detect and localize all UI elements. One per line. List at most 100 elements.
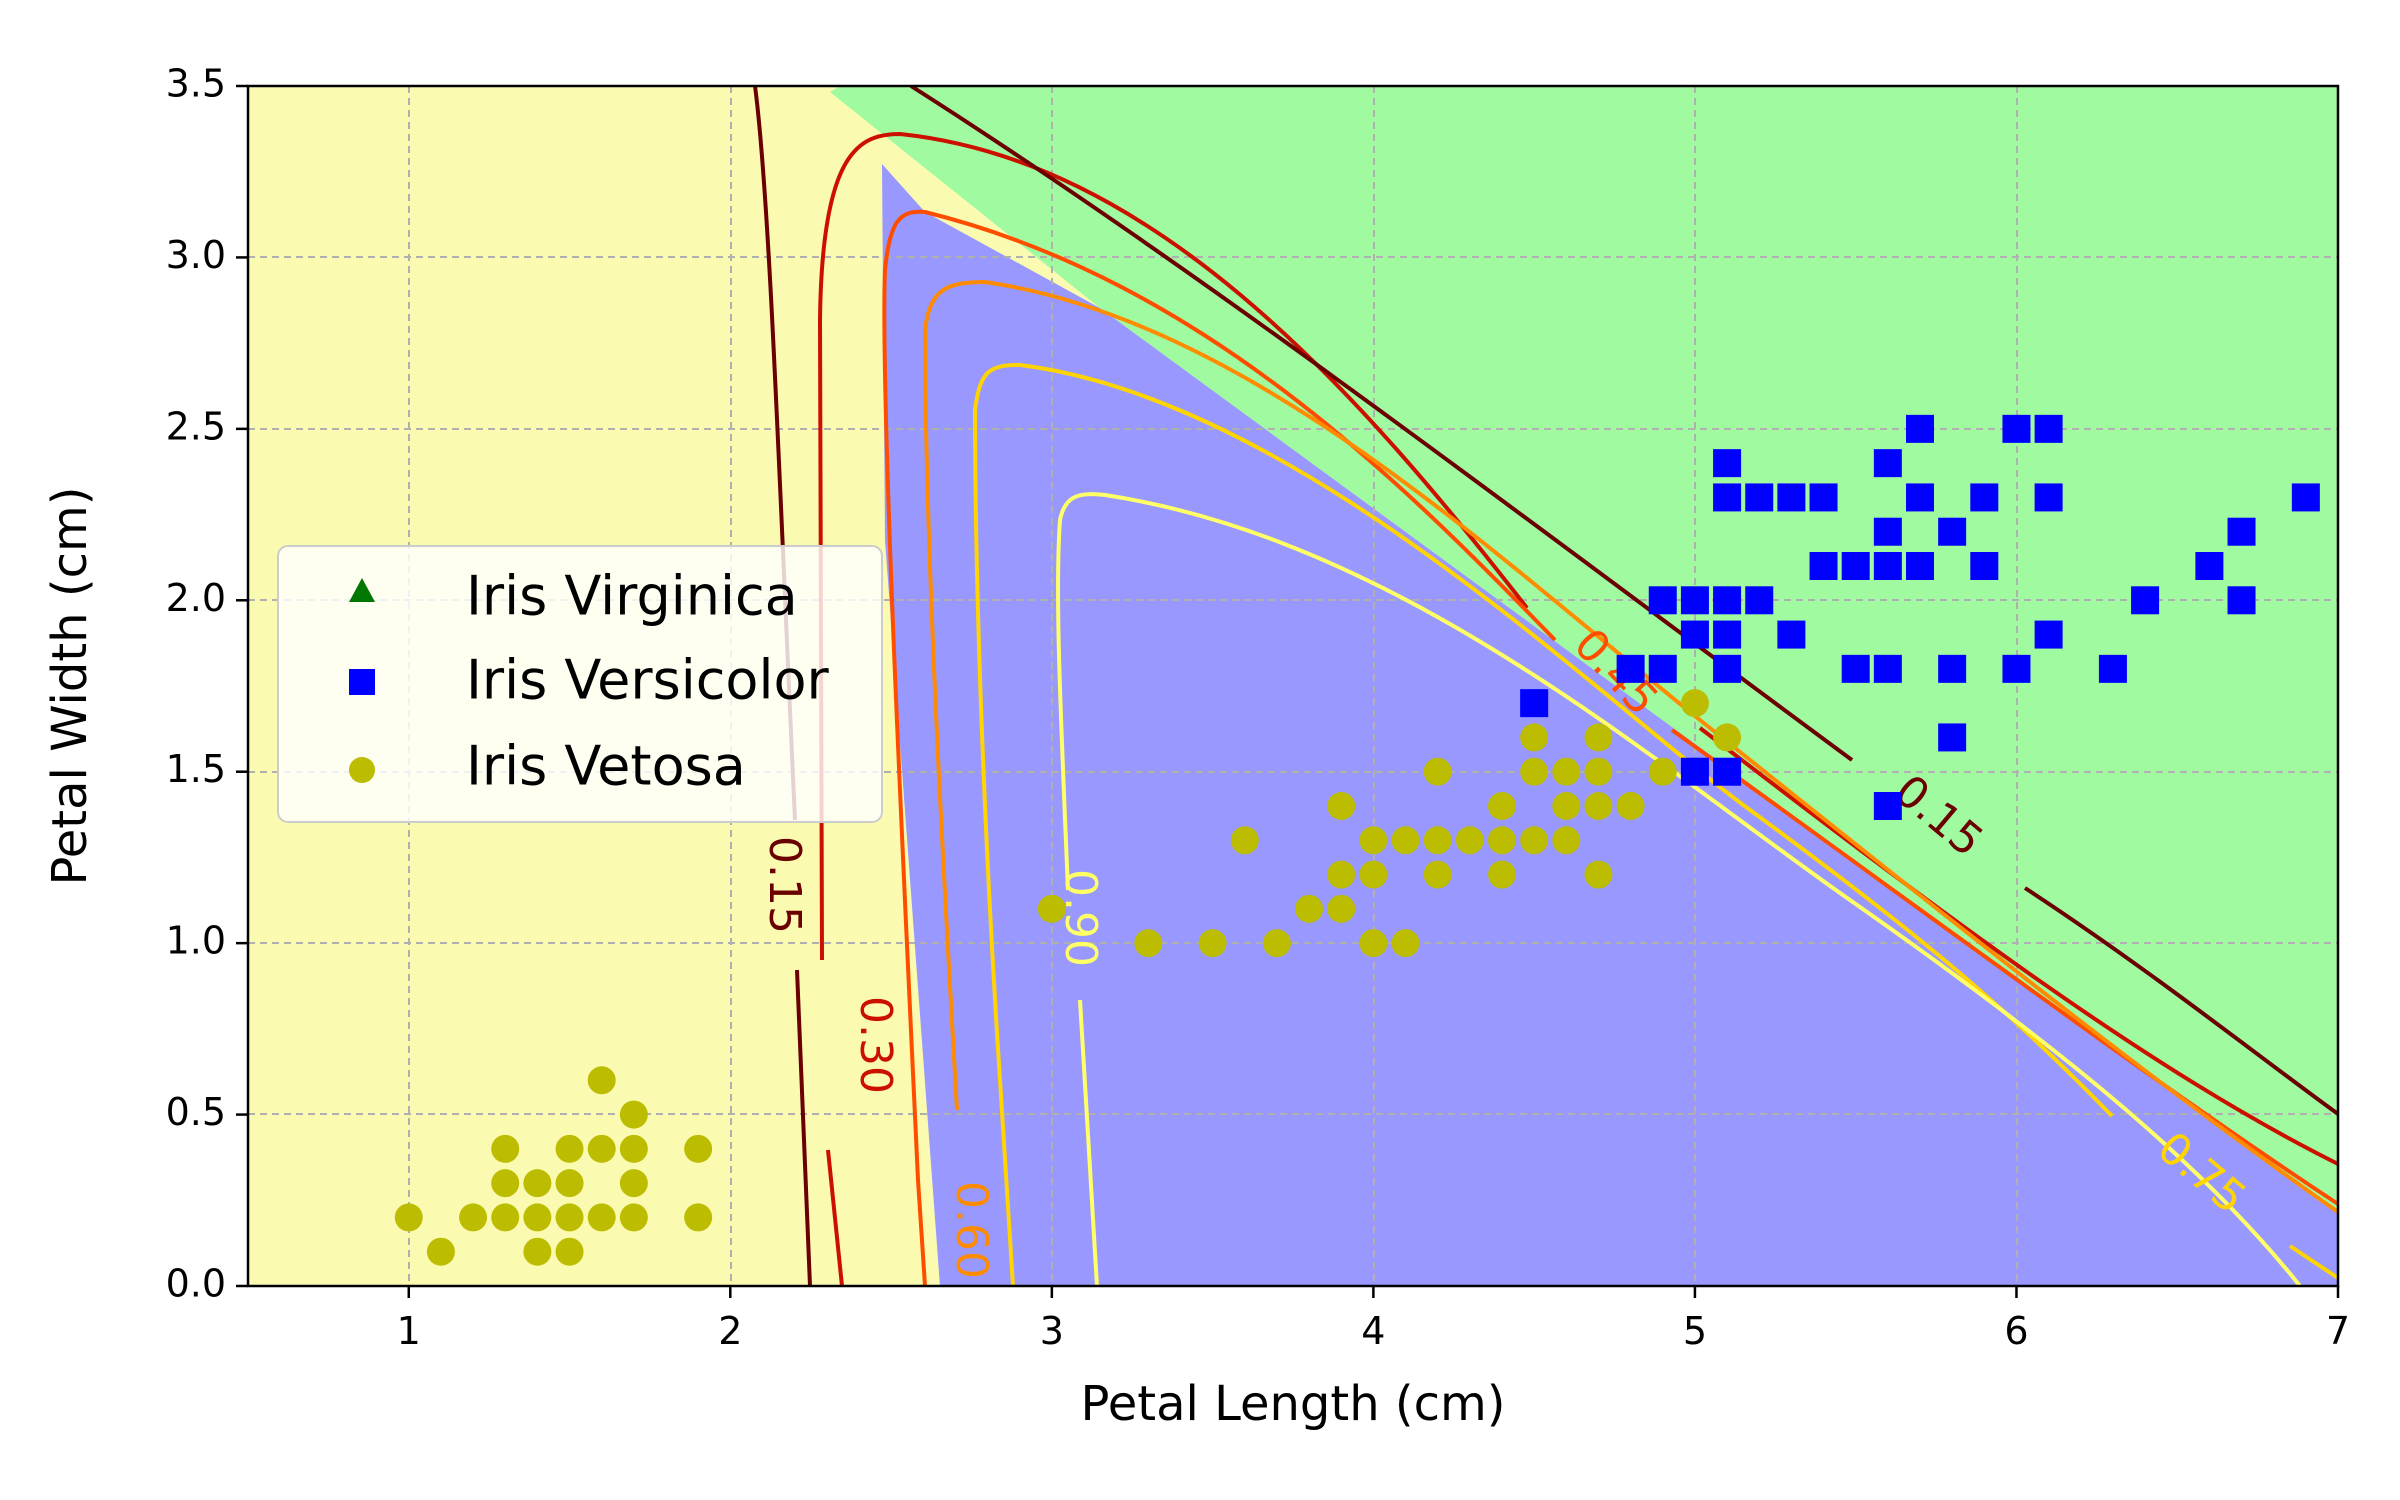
y-tick-label: 2.0 — [166, 576, 226, 620]
contour-label: 0.30 — [850, 996, 901, 1094]
data-point-versicolor — [1520, 689, 1549, 718]
data-point-vetosa — [1713, 723, 1742, 752]
x-tick-label: 6 — [2004, 1309, 2028, 1353]
contour-line-0.30 — [817, 131, 2338, 1286]
data-point-vetosa — [587, 1203, 616, 1232]
data-point-vetosa — [684, 1203, 713, 1232]
data-point-vetosa — [1552, 826, 1581, 855]
data-point-versicolor — [1906, 552, 1934, 580]
axes-frame — [246, 84, 2340, 1288]
data-point-versicolor — [1873, 654, 1902, 683]
data-point-versicolor — [1713, 620, 1742, 649]
contour-label: 0.90 — [1055, 869, 1106, 967]
data-point-versicolor — [1841, 654, 1870, 683]
data-point-versicolor — [1938, 517, 1967, 546]
data-point-versicolor — [2195, 552, 2224, 580]
data-point-vetosa — [1198, 929, 1227, 958]
x-tick-label: 3 — [1040, 1309, 1064, 1353]
plot-area: 0.15 0.30 0.45 0.60 0.75 0.90 0.15 — [246, 84, 2340, 1288]
data-point-versicolor — [1713, 757, 1742, 786]
y-tick-label: 1.5 — [166, 747, 226, 791]
data-point-versicolor — [1777, 483, 1806, 512]
data-point-versicolor — [1745, 483, 1774, 512]
data-point-vetosa — [587, 1066, 616, 1095]
data-point-vetosa — [1552, 792, 1581, 820]
y-axis-label: Petal Width (cm) — [42, 487, 98, 886]
legend-label-virginica: Iris Virginica — [466, 565, 798, 628]
data-point-versicolor — [1873, 449, 1902, 478]
data-point-vetosa — [1327, 860, 1356, 889]
data-point-versicolor — [1680, 620, 1709, 649]
data-point-vetosa — [1327, 894, 1356, 923]
data-point-vetosa — [1488, 792, 1516, 820]
data-point-vetosa — [426, 1237, 455, 1266]
data-point-versicolor — [2227, 517, 2256, 546]
data-point-vetosa — [491, 1134, 520, 1163]
data-point-vetosa — [1262, 929, 1291, 958]
data-point-vetosa — [1584, 757, 1613, 786]
x-tick-label: 1 — [397, 1309, 421, 1353]
data-point-versicolor — [1713, 586, 1742, 615]
data-point-vetosa — [1520, 723, 1549, 752]
data-point-vetosa — [1584, 792, 1613, 820]
data-point-versicolor — [1873, 552, 1902, 580]
data-point-versicolor — [1745, 586, 1774, 615]
contour-line-0.75 — [972, 362, 2338, 1286]
x-axis-label: Petal Length (cm) — [1080, 1376, 1505, 1432]
data-point-vetosa — [619, 1134, 648, 1163]
data-point-versicolor — [1841, 552, 1870, 580]
x-tick-label: 2 — [718, 1309, 742, 1353]
data-point-versicolor — [1970, 483, 1999, 512]
data-point-versicolor — [1713, 449, 1742, 478]
data-point-vetosa — [619, 1100, 648, 1129]
data-point-versicolor — [2131, 586, 2160, 615]
contour-lines — [753, 86, 2338, 1286]
x-tick-label: 4 — [1361, 1309, 1385, 1353]
data-point-vetosa — [1230, 826, 1259, 855]
data-point-vetosa — [1680, 689, 1709, 718]
legend-marker-virginica — [349, 578, 375, 602]
data-point-versicolor — [1873, 517, 1902, 546]
data-point-versicolor — [2098, 654, 2127, 683]
data-point-versicolor — [1906, 483, 1934, 512]
ticks: 1 2 3 4 5 6 7 0.0 0.5 1.0 1.5 2.0 2.5 3.0 3.5 — [166, 62, 2351, 1354]
data-point-versicolor — [1906, 414, 1934, 443]
data-point-vetosa — [523, 1237, 552, 1266]
data-point-vetosa — [1134, 929, 1163, 958]
data-point-vetosa — [1359, 826, 1388, 855]
data-point-versicolor — [1938, 654, 1967, 683]
data-point-versicolor — [2034, 414, 2063, 443]
data-point-vetosa — [1616, 792, 1645, 820]
contour-label: 0.15 — [759, 836, 810, 934]
data-point-vetosa — [1295, 894, 1324, 923]
data-point-vetosa — [1359, 929, 1388, 958]
data-point-vetosa — [1391, 826, 1420, 855]
data-point-versicolor — [1648, 586, 1677, 615]
data-point-vetosa — [555, 1169, 584, 1198]
data-point-versicolor — [1680, 757, 1709, 786]
data-point-versicolor — [1809, 552, 1838, 580]
data-point-vetosa — [1552, 757, 1581, 786]
data-point-vetosa — [1584, 860, 1613, 889]
data-point-versicolor — [1938, 723, 1967, 752]
data-point-vetosa — [1391, 929, 1420, 958]
data-point-vetosa — [555, 1203, 584, 1232]
x-tick-label: 7 — [2326, 1309, 2350, 1353]
data-point-versicolor — [2034, 483, 2063, 512]
data-point-versicolor — [1713, 483, 1742, 512]
data-point-versicolor — [1616, 654, 1645, 683]
y-tick-label: 3.0 — [166, 233, 226, 277]
data-point-versicolor — [1809, 483, 1838, 512]
data-point-versicolor — [2002, 654, 2031, 683]
data-point-vetosa — [555, 1237, 584, 1266]
data-point-versicolor — [2291, 483, 2320, 512]
data-point-vetosa — [684, 1134, 713, 1163]
y-tick-label: 0.0 — [166, 1262, 226, 1306]
markers — [394, 414, 2320, 1266]
data-point-versicolor — [2034, 620, 2063, 649]
data-point-vetosa — [1488, 860, 1516, 889]
data-point-vetosa — [587, 1134, 616, 1163]
data-point-versicolor — [1777, 620, 1806, 649]
data-point-vetosa — [619, 1203, 648, 1232]
data-point-vetosa — [619, 1169, 648, 1198]
